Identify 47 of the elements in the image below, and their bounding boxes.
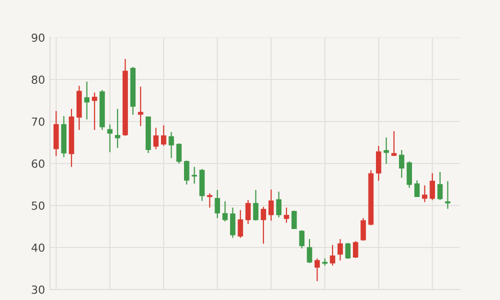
y-tick-label: 90 <box>32 33 44 42</box>
candlestick <box>314 258 320 282</box>
candlestick <box>268 188 274 222</box>
candlestick <box>306 238 312 264</box>
candlestick <box>160 124 166 146</box>
candlestick <box>445 180 450 210</box>
candlestick <box>245 199 251 225</box>
candlestick <box>352 240 358 259</box>
candlestick <box>222 200 228 222</box>
candlestick <box>398 150 404 178</box>
y-tick-label: 60 <box>32 159 44 168</box>
candlestick <box>238 210 244 238</box>
candlestick <box>422 184 428 203</box>
candlestick <box>107 124 113 153</box>
y-tick-label: 80 <box>32 75 44 84</box>
y-tick-label: 50 <box>32 201 44 210</box>
candlestick <box>384 136 389 164</box>
y-tick-label: 30 <box>32 285 44 294</box>
candlestick <box>376 145 382 182</box>
candlestick <box>114 108 120 149</box>
candlestick <box>176 142 182 164</box>
candlestick <box>391 130 397 156</box>
y-tick-label: 40 <box>32 243 44 252</box>
candlestick <box>184 160 190 186</box>
candlestick <box>437 171 443 201</box>
candlestick <box>260 206 266 244</box>
candlestick <box>414 180 420 198</box>
candlestick <box>207 192 212 208</box>
candlestick <box>84 81 90 120</box>
candlestick <box>168 131 174 159</box>
candlestick <box>430 172 436 201</box>
candlestick <box>276 191 282 218</box>
candlestick <box>292 210 297 230</box>
candlestick <box>92 92 98 130</box>
candlestick <box>253 189 258 222</box>
candlestick <box>214 189 220 219</box>
candlestick <box>360 218 366 242</box>
candlestick <box>330 244 336 266</box>
y-tick-label: 70 <box>32 117 44 126</box>
candlestick <box>345 242 351 260</box>
candlestick <box>284 207 290 224</box>
candlestick <box>230 207 236 238</box>
candlestick <box>406 160 412 188</box>
candlestick <box>153 127 159 150</box>
candlestick <box>192 166 197 184</box>
candlestick <box>299 230 304 249</box>
candlestick <box>338 238 343 262</box>
